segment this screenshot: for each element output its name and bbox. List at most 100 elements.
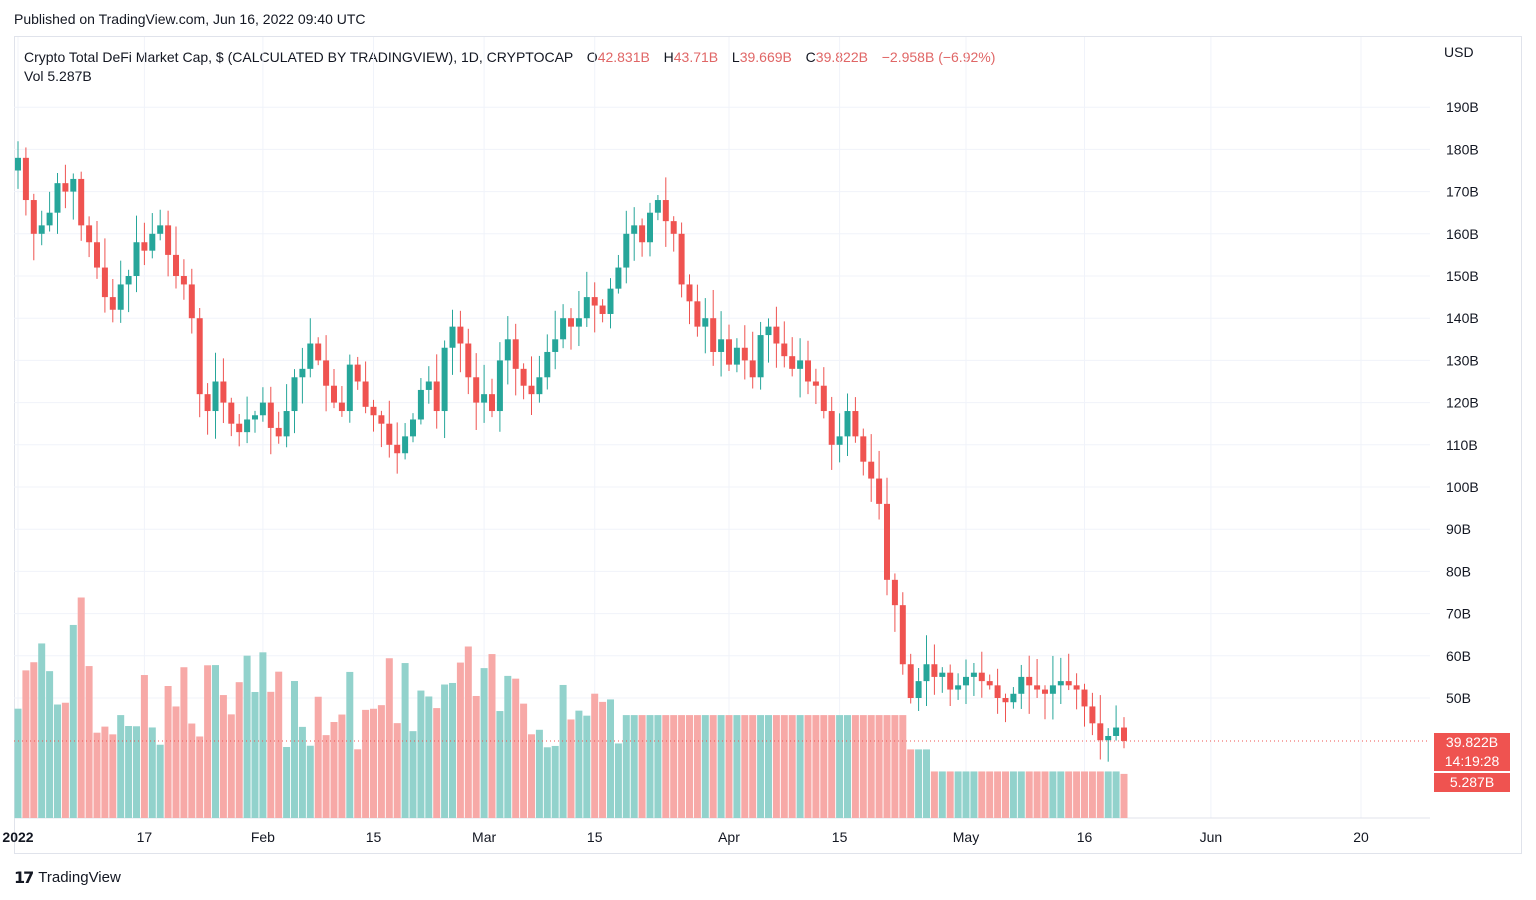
volume-bar bbox=[417, 690, 425, 818]
candle-body bbox=[789, 356, 796, 369]
volume-bar bbox=[85, 666, 93, 818]
candle-body bbox=[22, 157, 29, 201]
candle-body bbox=[259, 402, 266, 416]
candle-body bbox=[899, 605, 906, 665]
y-tick-label: 130B bbox=[1446, 352, 1479, 368]
volume-bar bbox=[69, 624, 77, 818]
y-tick-label: 50B bbox=[1446, 690, 1471, 706]
y-axis-ticks: 50B 60B 70B 80B 90B 100B 110B 120B 130B 140B 150B 1… bbox=[1446, 99, 1479, 706]
candle-body bbox=[449, 326, 456, 348]
x-tick-label: 15 bbox=[587, 829, 603, 845]
volume-bar bbox=[401, 663, 409, 818]
candle-body bbox=[1002, 698, 1009, 703]
candle-body bbox=[465, 343, 472, 378]
volume-bar bbox=[1041, 771, 1049, 818]
candle-body bbox=[30, 200, 37, 234]
volume-bar bbox=[109, 734, 117, 818]
volume-bar bbox=[219, 695, 227, 818]
volume-bar bbox=[322, 735, 330, 818]
volume-bar bbox=[346, 671, 354, 818]
volume-bar bbox=[638, 715, 646, 818]
legend-high-value: 43.71B bbox=[673, 49, 719, 65]
candle-body bbox=[38, 225, 45, 234]
volume-bar bbox=[1065, 771, 1073, 818]
candle-body bbox=[212, 381, 219, 412]
volume-bar bbox=[591, 693, 599, 818]
volume-bar bbox=[385, 658, 393, 818]
volume-bar bbox=[227, 714, 235, 818]
x-tick-label: 20 bbox=[1353, 829, 1369, 845]
legend-open-label: O bbox=[586, 49, 598, 65]
volume-bar bbox=[946, 771, 954, 818]
candle-body bbox=[346, 364, 353, 412]
candle-body bbox=[481, 394, 488, 403]
volume-bar bbox=[298, 726, 306, 818]
volume-bar bbox=[101, 726, 109, 818]
y-tick-label: 60B bbox=[1446, 648, 1471, 664]
volume-bar bbox=[1120, 773, 1128, 818]
candle-body bbox=[188, 284, 195, 319]
candle-body bbox=[299, 368, 306, 378]
volume-bar bbox=[330, 722, 338, 818]
volume-bar bbox=[575, 710, 583, 818]
volume-bar bbox=[306, 745, 314, 818]
volume-bar bbox=[22, 670, 30, 818]
candle-body bbox=[54, 183, 61, 213]
candle-body bbox=[868, 461, 875, 479]
published-header: Published on TradingView.com, Jun 16, 20… bbox=[14, 11, 366, 27]
currency-label[interactable]: USD bbox=[1444, 44, 1474, 60]
volume-bar bbox=[338, 714, 346, 818]
volume-bar bbox=[38, 643, 46, 818]
volume-bar bbox=[164, 686, 172, 818]
volume-bar bbox=[1025, 771, 1033, 818]
candle-body bbox=[417, 389, 424, 420]
candle-body bbox=[149, 233, 156, 251]
candle-body bbox=[46, 212, 53, 226]
candle-body bbox=[307, 343, 314, 369]
volume-bar bbox=[409, 731, 417, 818]
volume-bar bbox=[393, 723, 401, 818]
volume-bar bbox=[535, 729, 543, 818]
volume-bar bbox=[117, 715, 125, 818]
volume-bar bbox=[488, 654, 496, 818]
volume-bar bbox=[670, 715, 678, 818]
x-tick-label: 2022 bbox=[2, 829, 33, 845]
candle-body bbox=[583, 297, 590, 319]
y-tick-label: 180B bbox=[1446, 141, 1479, 157]
candle-body bbox=[62, 183, 69, 192]
volume-bar bbox=[251, 691, 259, 818]
volume-bar bbox=[30, 662, 38, 818]
volume-bars bbox=[14, 597, 1128, 818]
candle-body bbox=[1089, 706, 1096, 724]
volume-bar bbox=[140, 675, 148, 818]
candle-body bbox=[891, 579, 898, 606]
footer-brand[interactable]: 17 TradingView bbox=[14, 868, 121, 887]
candle-body bbox=[1121, 727, 1127, 741]
volume-bar bbox=[559, 684, 567, 818]
y-tick-label: 70B bbox=[1446, 606, 1471, 622]
candle-body bbox=[710, 318, 717, 352]
volume-bar bbox=[907, 749, 915, 818]
volume-bar bbox=[693, 715, 701, 818]
x-tick-label: Apr bbox=[718, 829, 740, 845]
volume-bar bbox=[46, 671, 54, 818]
candle-body bbox=[726, 339, 732, 365]
volume-bar bbox=[1017, 771, 1025, 818]
candle-body bbox=[117, 284, 124, 310]
legend-low-label: L bbox=[731, 49, 740, 65]
candle-body bbox=[204, 394, 211, 412]
volume-bar bbox=[654, 715, 662, 818]
candle-body bbox=[244, 419, 251, 433]
y-tick-label: 170B bbox=[1446, 184, 1479, 200]
candle-body bbox=[986, 681, 993, 686]
volume-bar bbox=[622, 715, 630, 818]
volume-bar bbox=[172, 706, 180, 818]
volume-bar bbox=[1073, 771, 1081, 818]
candle-body bbox=[1018, 676, 1025, 694]
volume-bar bbox=[243, 655, 251, 818]
volume-bar bbox=[915, 749, 923, 818]
volume-bar bbox=[1002, 771, 1009, 818]
volume-value: 5.287B bbox=[47, 68, 92, 84]
candle-body bbox=[1073, 685, 1080, 690]
